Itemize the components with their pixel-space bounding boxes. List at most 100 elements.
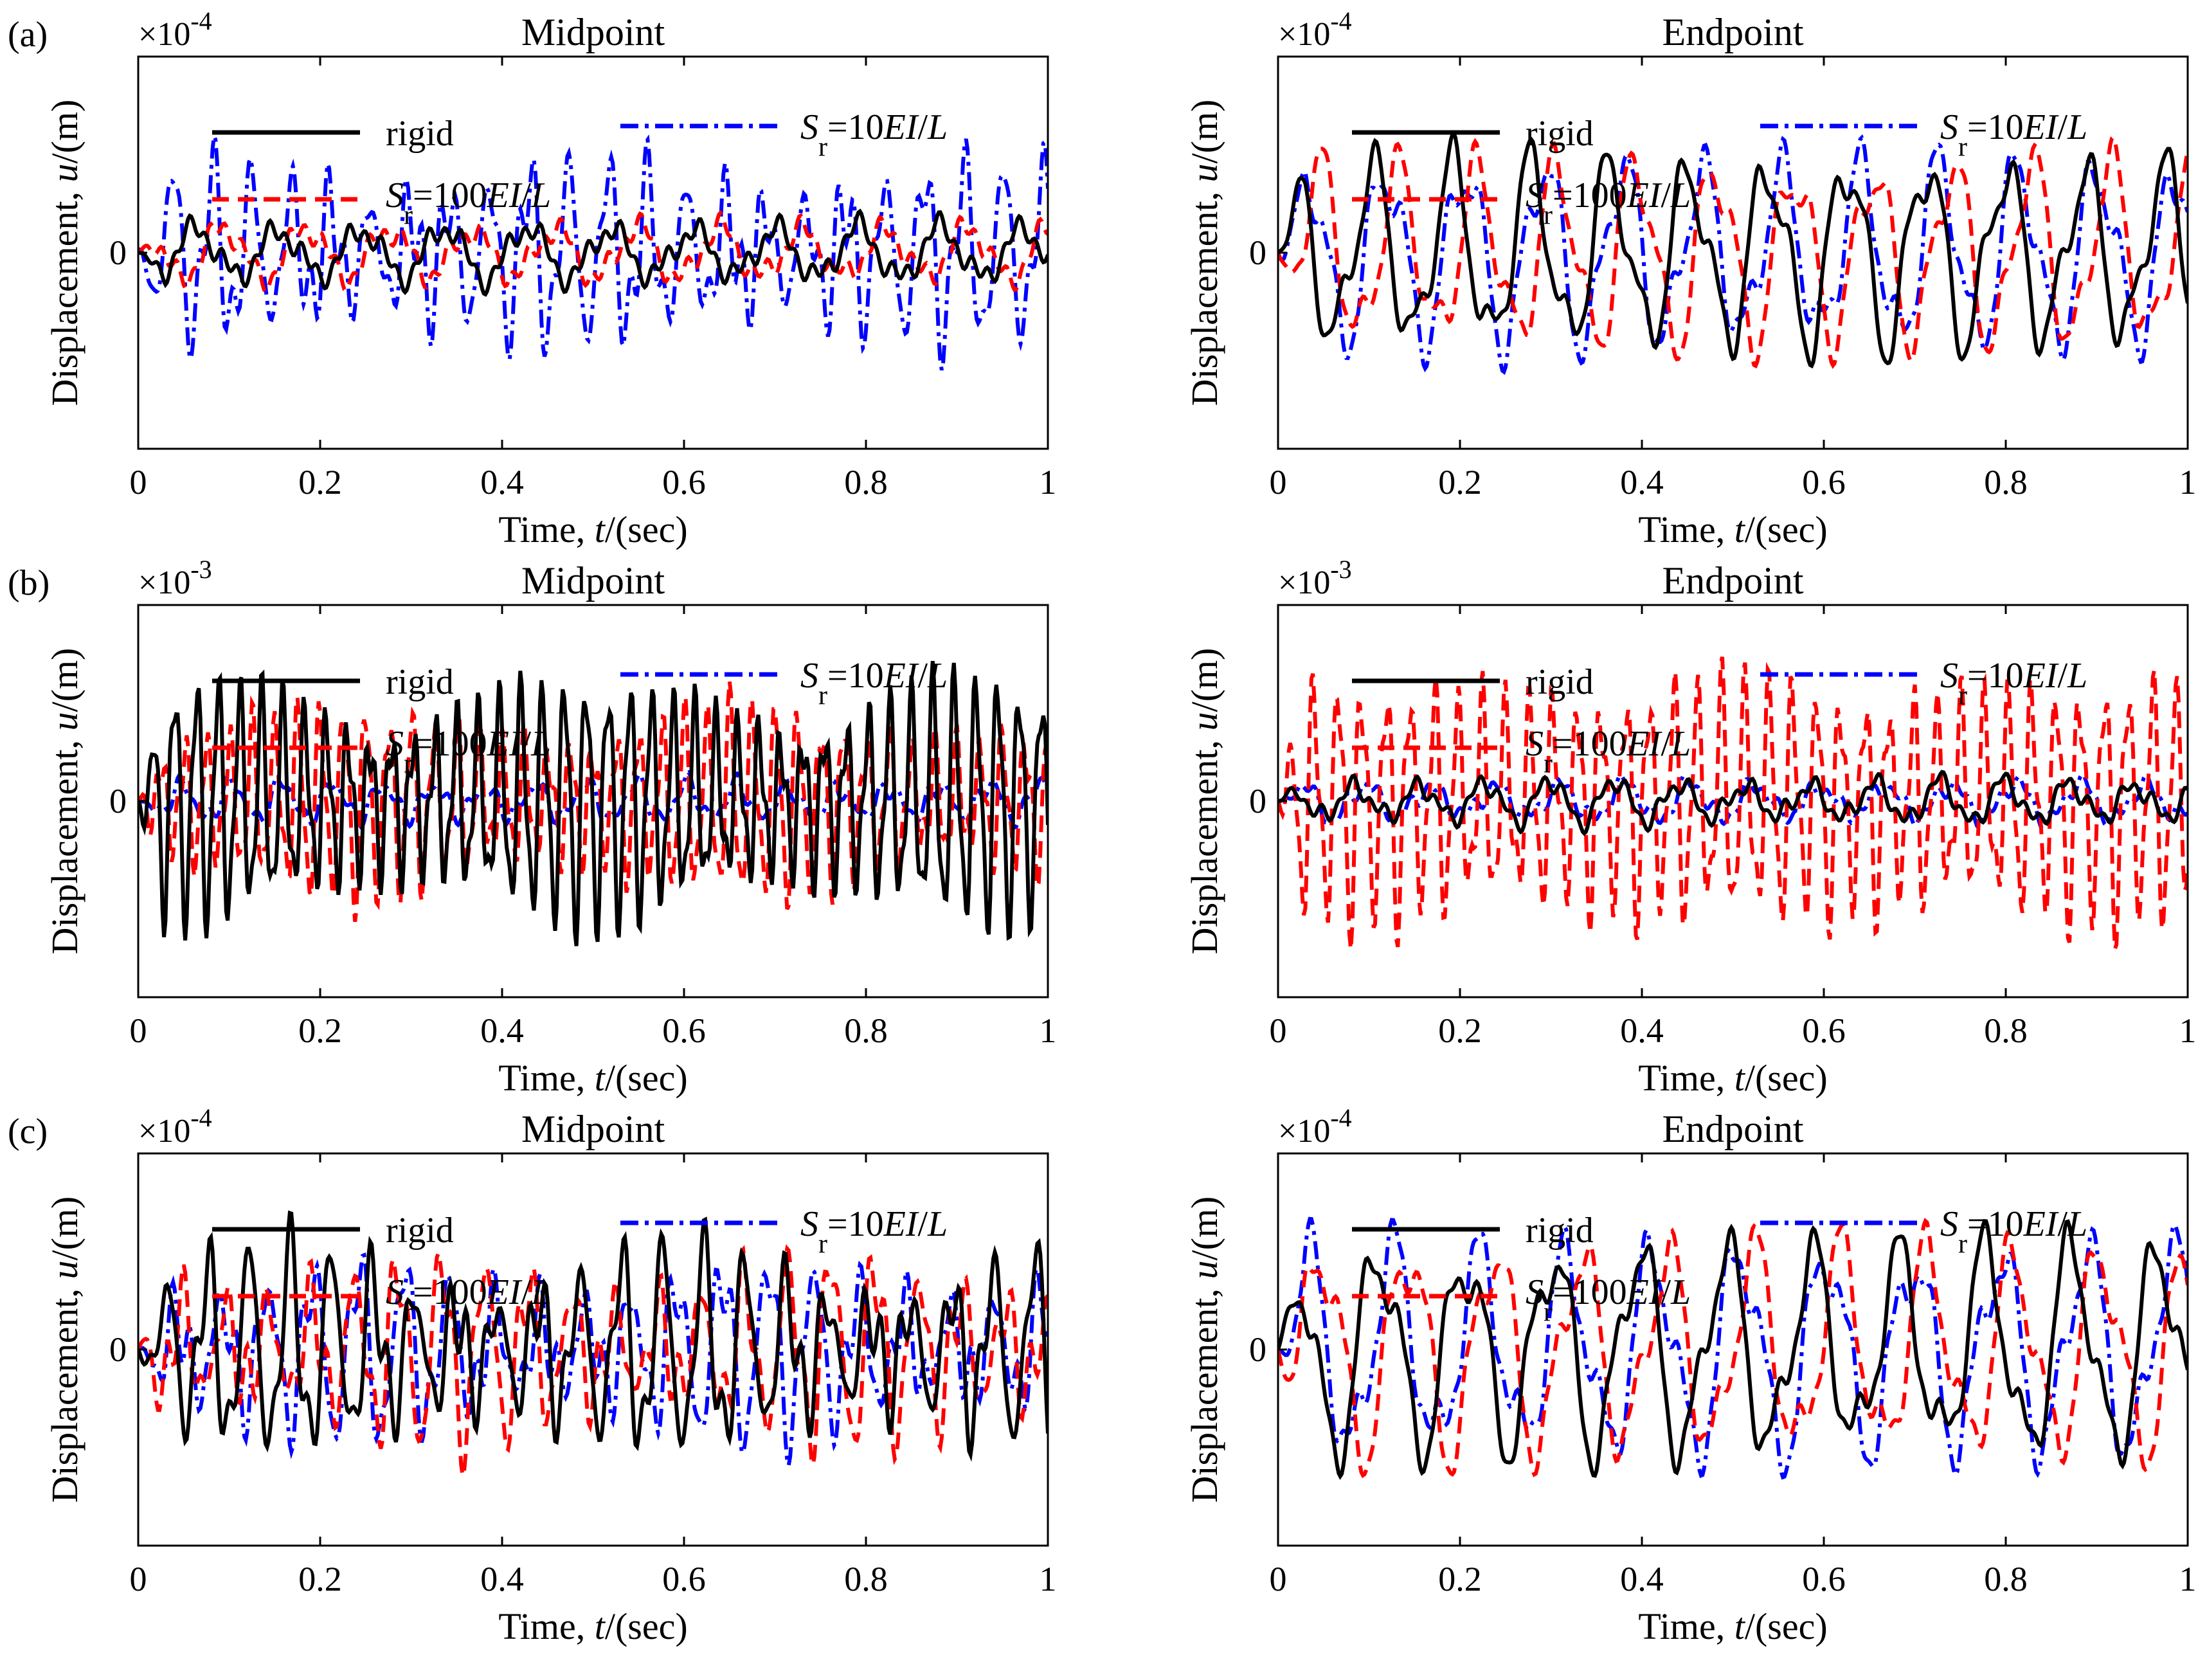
chart-3-xtick-label-3: 0.6: [662, 1011, 706, 1050]
chart-2-xtick-label-1: 0.2: [1438, 463, 1482, 501]
chart-1-legend-s100-label: Sr=100EI/L: [386, 176, 551, 230]
chart-1-ytick-label-0: 0: [109, 233, 127, 272]
chart-2-exponent: ×10-4: [1278, 6, 1352, 53]
chart-3-title: Midpoint: [521, 559, 665, 602]
chart-6-title: Endpoint: [1662, 1108, 1804, 1150]
chart-6-ylabel: Displacement, u/(m): [1184, 1197, 1225, 1503]
chart-6-xtick-label-5: 1: [2179, 1560, 2197, 1598]
chart-4-title: Endpoint: [1662, 559, 1804, 602]
chart-6-legend-s10-label: Sr=10EI/L: [1940, 1204, 2087, 1259]
chart-3-ytick-label-0: 0: [109, 782, 127, 820]
chart-2-legend-rigid-label: rigid: [1526, 114, 1594, 154]
chart-2-series-rigid-line: [1278, 131, 2188, 369]
chart-4-legend-s100-label: Sr=100EI/L: [1526, 724, 1691, 779]
chart-5-xtick-label-1: 0.2: [298, 1560, 342, 1598]
row-label-c: (c): [8, 1112, 48, 1152]
chart-1-exponent: ×10-4: [138, 6, 212, 53]
chart-1-xtick-label-4: 0.8: [844, 463, 888, 501]
chart-4-xtick-label-3: 0.6: [1802, 1011, 1846, 1050]
chart-6-xtick-label-3: 0.6: [1802, 1560, 1846, 1598]
chart-6-ytick-label-0: 0: [1249, 1330, 1266, 1369]
chart-6-xtick-label-0: 0: [1270, 1560, 1287, 1598]
chart-1-legend-rigid-label: rigid: [386, 114, 454, 154]
chart-1-xlabel: Time, t/(sec): [498, 509, 687, 550]
chart-6-legend-rigid-label: rigid: [1526, 1211, 1594, 1251]
chart-2-xtick-label-0: 0: [1270, 463, 1287, 501]
chart-3-xtick-label-5: 1: [1040, 1011, 1057, 1050]
chart-5-xtick-label-5: 1: [1040, 1560, 1057, 1598]
chart-3-xtick-label-1: 0.2: [298, 1011, 342, 1050]
chart-1-title: Midpoint: [521, 11, 665, 53]
chart-1-ylabel: Displacement, u/(m): [44, 100, 86, 406]
chart-6-series-rigid-line: [1278, 1219, 2188, 1480]
chart-4-xtick-label-5: 1: [2179, 1011, 2197, 1050]
chart-6-series-s10-line: [1278, 1216, 2188, 1480]
chart-1-xtick-label-0: 0: [130, 463, 147, 501]
chart-3-xlabel: Time, t/(sec): [498, 1057, 687, 1099]
row-label-a: (a): [8, 15, 48, 55]
chart-6-xlabel: Time, t/(sec): [1638, 1605, 1827, 1647]
chart-6-series-s100-line: [1278, 1218, 2188, 1479]
chart-3-legend-rigid-label: rigid: [386, 662, 454, 702]
chart-3-series-rigid-line: [138, 660, 1048, 946]
chart-6-legend-s100-label: Sr=100EI/L: [1526, 1272, 1691, 1327]
chart-5-ytick-label-0: 0: [109, 1330, 127, 1369]
chart-1-xtick-label-1: 0.2: [298, 463, 342, 501]
chart-1-legend-s10-label: Sr=10EI/L: [800, 107, 948, 162]
chart-5-xtick-label-2: 0.4: [480, 1560, 524, 1598]
chart-2-ytick-label-0: 0: [1249, 233, 1266, 272]
chart-2-xtick-label-5: 1: [2179, 463, 2197, 501]
chart-4-xtick-label-4: 0.8: [1984, 1011, 2028, 1050]
chart-4-series-s100-line: [1278, 656, 2188, 950]
chart-2-series-s10-line: [1278, 134, 2188, 375]
chart-4-exponent: ×10-3: [1278, 555, 1352, 601]
chart-4-xtick-label-1: 0.2: [1438, 1011, 1482, 1050]
chart-5-legend-rigid-label: rigid: [386, 1211, 454, 1251]
chart-5-legend-s10-label: Sr=10EI/L: [800, 1204, 948, 1259]
chart-5-xtick-label-4: 0.8: [844, 1560, 888, 1598]
chart-1-series-rigid-line: [138, 208, 1048, 297]
chart-2-xlabel: Time, t/(sec): [1638, 509, 1827, 550]
chart-5-series-rigid-line: [138, 1210, 1048, 1462]
chart-5-ylabel: Displacement, u/(m): [44, 1197, 86, 1503]
chart-4-xlabel: Time, t/(sec): [1638, 1057, 1827, 1099]
chart-5-xtick-label-3: 0.6: [662, 1560, 706, 1598]
chart-3-ylabel: Displacement, u/(m): [44, 648, 86, 955]
chart-4-xtick-label-0: 0: [1270, 1011, 1287, 1050]
chart-5-series-s10-line: [138, 1252, 1048, 1467]
chart-1-xtick-label-2: 0.4: [480, 463, 524, 501]
chart-5-xlabel: Time, t/(sec): [498, 1605, 687, 1647]
chart-4-xtick-label-2: 0.4: [1620, 1011, 1664, 1050]
chart-4-ylabel: Displacement, u/(m): [1184, 648, 1225, 955]
chart-5-xtick-label-0: 0: [130, 1560, 147, 1598]
chart-3-xtick-label-4: 0.8: [844, 1011, 888, 1050]
chart-2-ylabel: Displacement, u/(m): [1184, 100, 1225, 406]
chart-5-exponent: ×10-4: [138, 1103, 212, 1150]
chart-2-xtick-label-3: 0.6: [1802, 463, 1846, 501]
chart-1-xtick-label-3: 0.6: [662, 463, 706, 501]
chart-1-xtick-label-5: 1: [1040, 463, 1057, 501]
chart-4-series-rigid-line: [1278, 770, 2188, 836]
chart-5-legend-s100-label: Sr=100EI/L: [386, 1272, 551, 1327]
chart-6-xtick-label-4: 0.8: [1984, 1560, 2028, 1598]
chart-3-xtick-label-2: 0.4: [480, 1011, 524, 1050]
row-label-b: (b): [8, 563, 50, 603]
chart-6-xtick-label-1: 0.2: [1438, 1560, 1482, 1598]
chart-6-exponent: ×10-4: [1278, 1103, 1352, 1150]
chart-2-legend-s10-label: Sr=10EI/L: [1940, 107, 2087, 162]
chart-4-legend-s10-label: Sr=10EI/L: [1940, 656, 2087, 710]
chart-2-xtick-label-2: 0.4: [1620, 463, 1664, 501]
chart-2-series-s100-line: [1278, 134, 2188, 369]
chart-6-xtick-label-2: 0.4: [1620, 1560, 1664, 1598]
chart-3-exponent: ×10-3: [138, 555, 212, 601]
chart-3-legend-s10-label: Sr=10EI/L: [800, 656, 948, 710]
chart-3-legend-s100-label: Sr=100EI/L: [386, 724, 551, 779]
chart-4-legend-rigid-label: rigid: [1526, 662, 1594, 702]
chart-3-xtick-label-0: 0: [130, 1011, 147, 1050]
chart-2-xtick-label-4: 0.8: [1984, 463, 2028, 501]
chart-4-ytick-label-0: 0: [1249, 782, 1266, 820]
chart-1-series-s100-line: [138, 210, 1048, 295]
chart-5-title: Midpoint: [521, 1108, 665, 1150]
